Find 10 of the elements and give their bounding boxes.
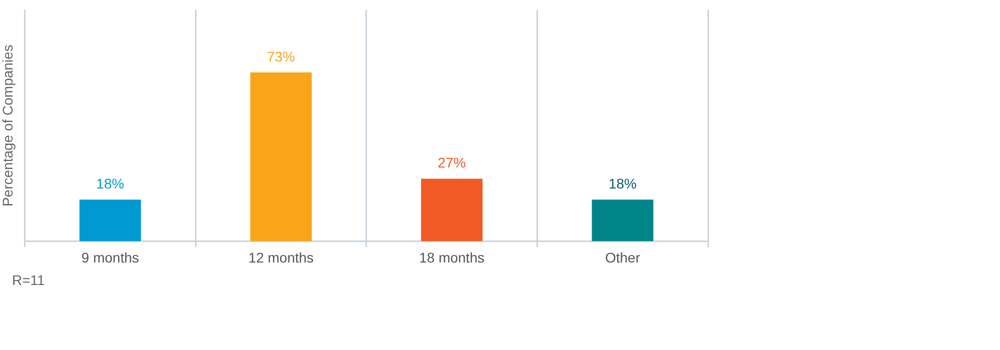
data-label: 27% bbox=[438, 154, 466, 171]
text: R=11 bbox=[12, 272, 46, 288]
x-tick-label: 18 months bbox=[419, 249, 484, 266]
data-label: 18% bbox=[96, 175, 124, 192]
x-tick-label: 9 months bbox=[81, 249, 139, 266]
data-label: 73% bbox=[266, 48, 296, 64]
x-tick-label: Other bbox=[605, 249, 640, 266]
data-label: 18% bbox=[608, 175, 637, 192]
x-tick-label: 12 months bbox=[248, 249, 314, 266]
y-axis-title: Percentage of Companies bbox=[0, 44, 16, 207]
